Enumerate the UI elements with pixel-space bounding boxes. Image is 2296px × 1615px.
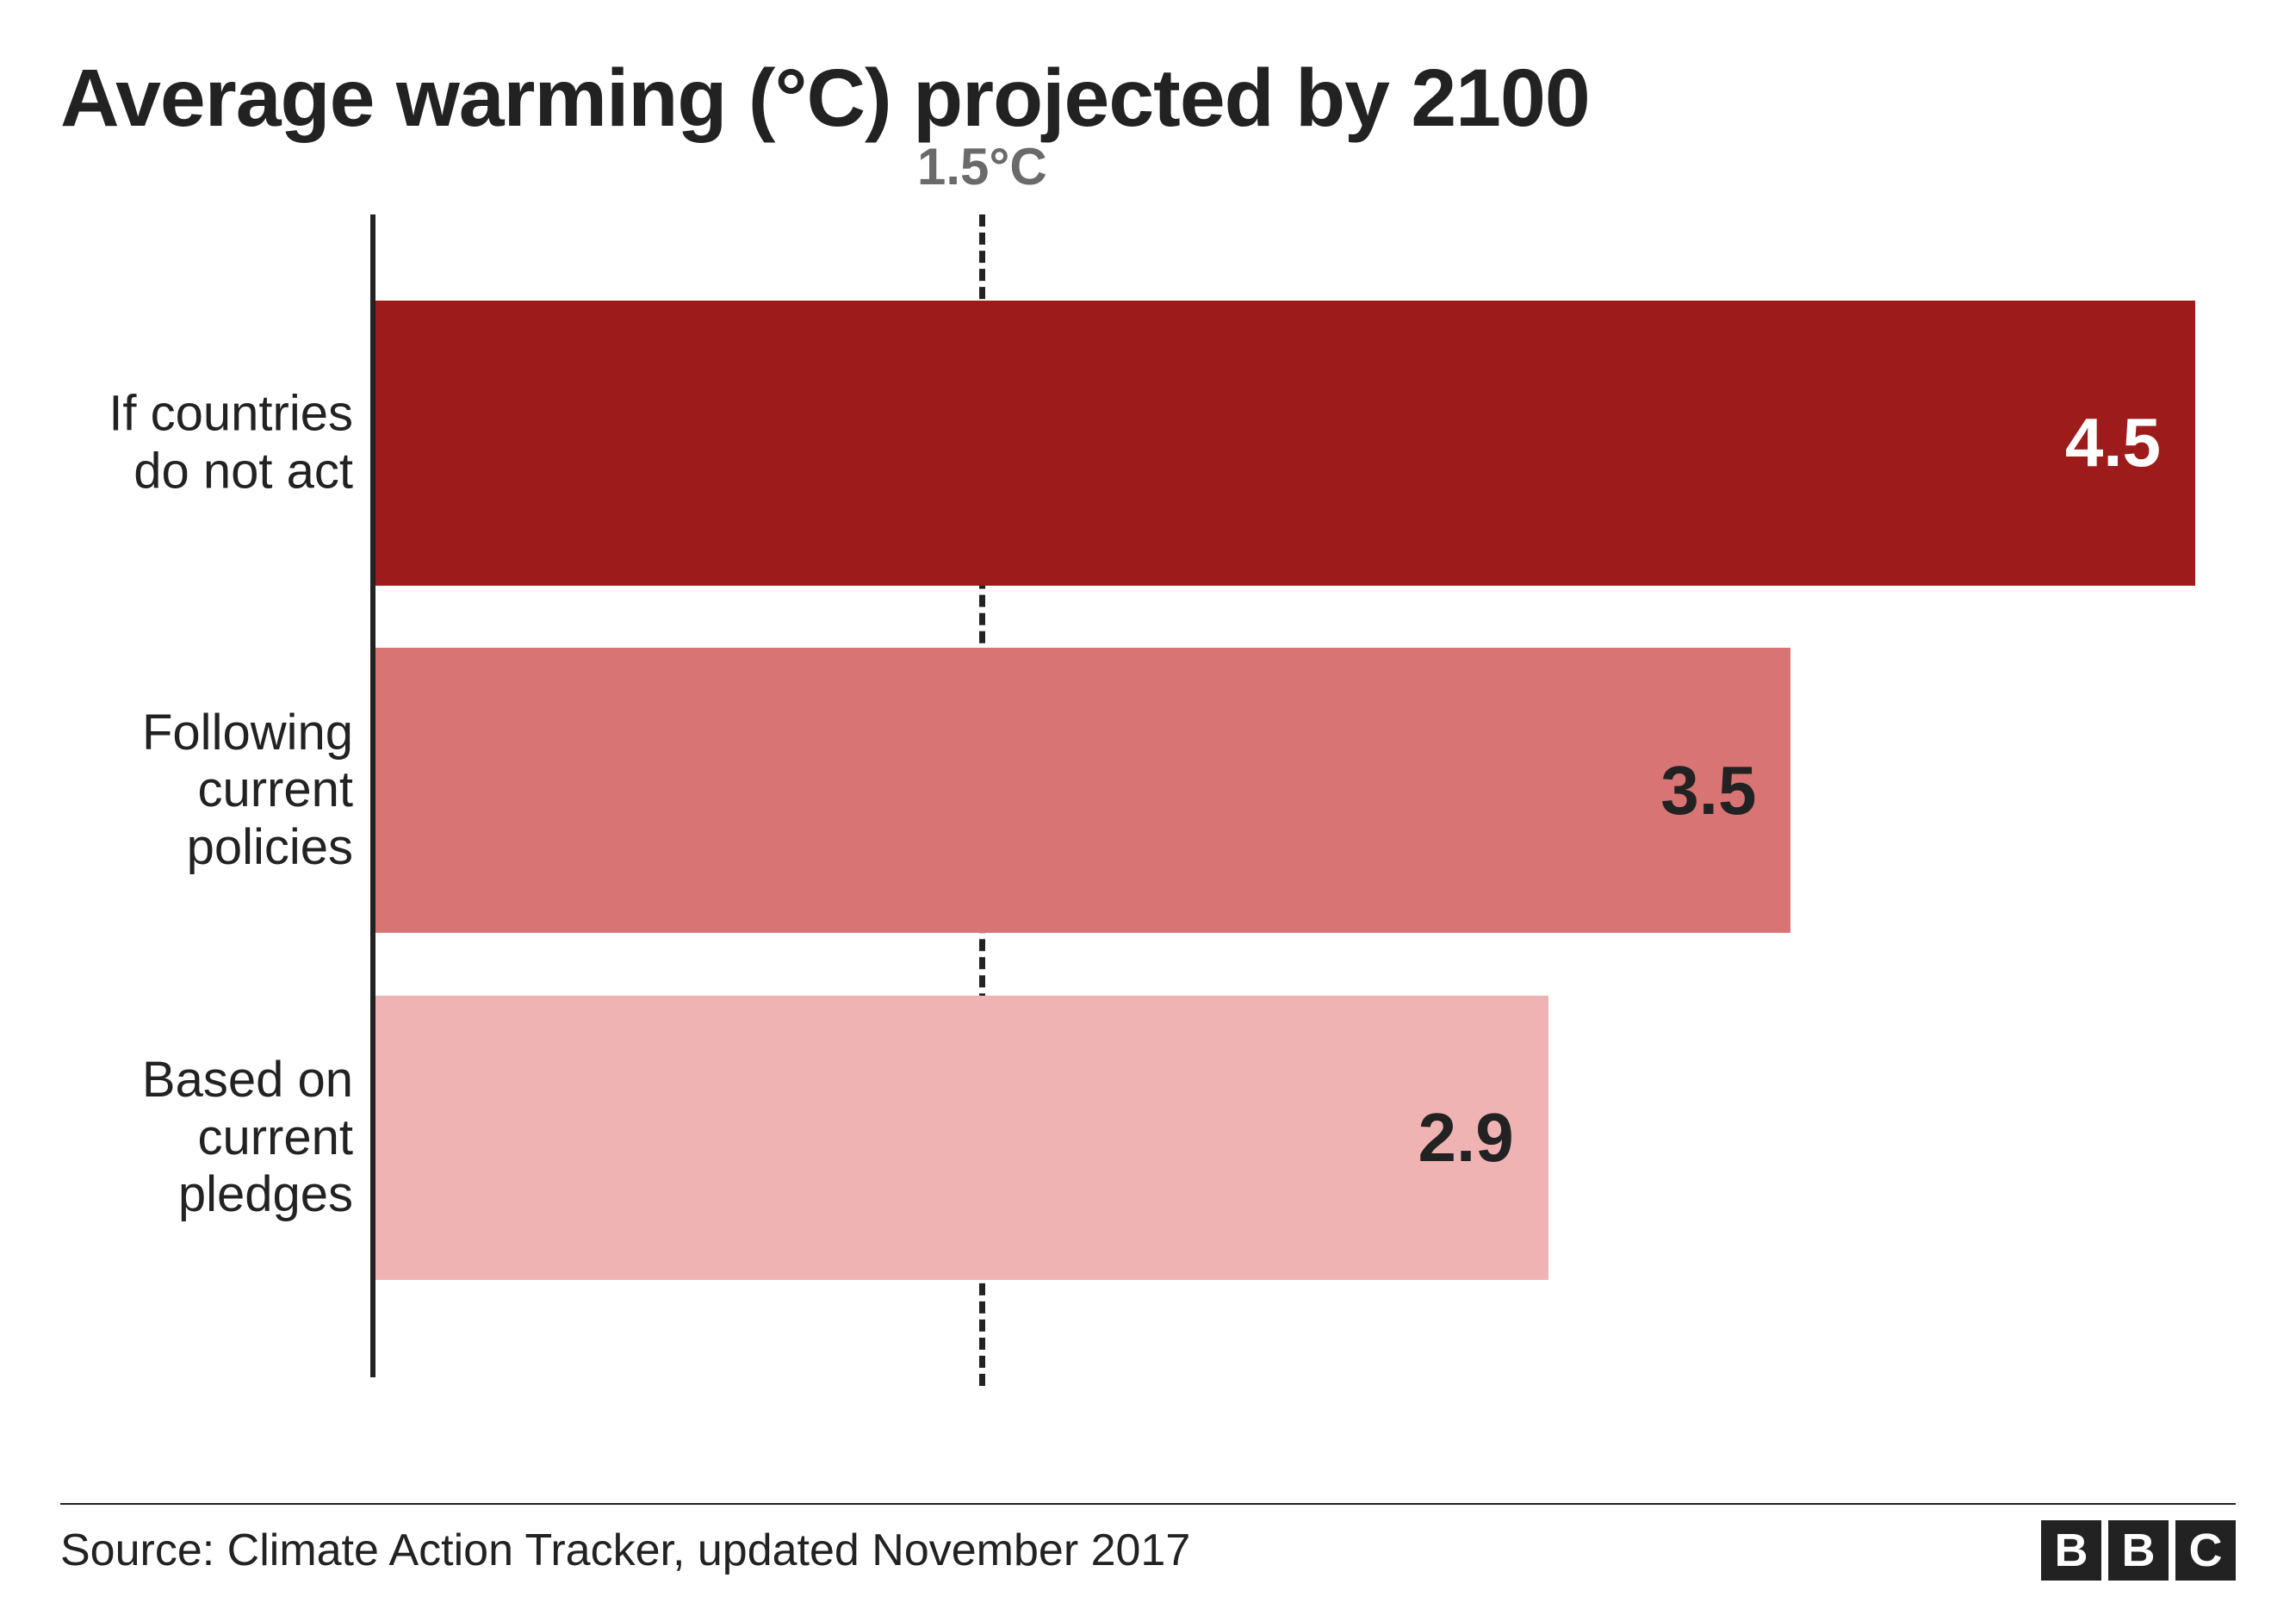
plot-area: If countries do not act Following current… (60, 214, 2236, 1377)
bar-value: 3.5 (1660, 751, 1790, 830)
chart-container: Average warming (°C) projected by 2100 I… (0, 0, 2296, 1615)
reference-line-label: 1.5°C (917, 137, 1047, 196)
bbc-logo-letter: B (2108, 1520, 2169, 1581)
chart-title: Average warming (°C) projected by 2100 (60, 52, 2236, 146)
y-axis-label: If countries do not act (60, 386, 353, 500)
bar-value: 4.5 (2065, 403, 2195, 482)
y-axis-label: Based on current pledges (60, 1052, 353, 1224)
bbc-logo: BBC (2041, 1520, 2236, 1581)
y-axis-label: Following current policies (60, 705, 353, 877)
bars-area: 1.5°C 4.53.52.9 (370, 214, 2236, 1377)
bar: 2.9 (375, 996, 1548, 1281)
bbc-logo-letter: C (2175, 1520, 2236, 1581)
bar: 3.5 (375, 648, 1790, 933)
source-text: Source: Climate Action Tracker, updated … (60, 1525, 1190, 1576)
bbc-logo-letter: B (2041, 1520, 2101, 1581)
bar-value: 2.9 (1418, 1098, 1548, 1177)
bar: 4.5 (375, 301, 2195, 586)
y-axis-labels: If countries do not act Following current… (60, 214, 370, 1377)
chart-footer: Source: Climate Action Tracker, updated … (60, 1503, 2236, 1581)
